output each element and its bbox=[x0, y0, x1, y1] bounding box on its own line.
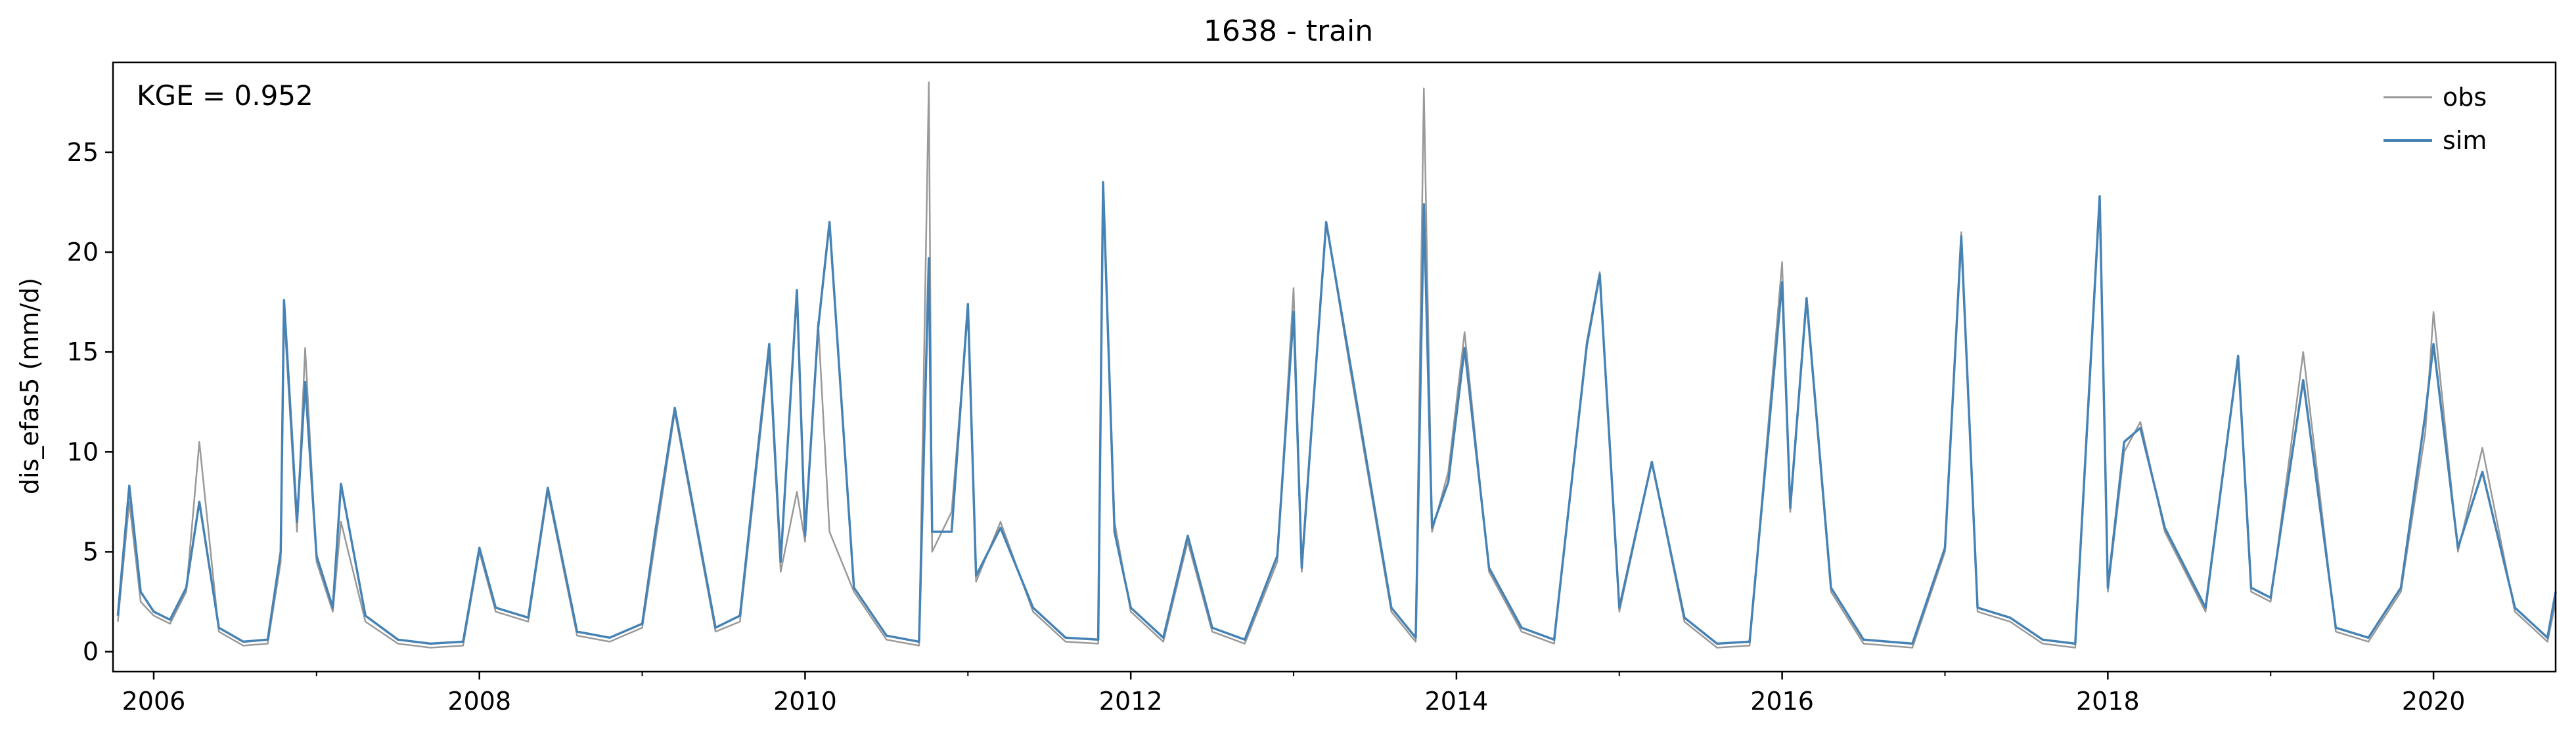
x-tick-label: 2014 bbox=[1425, 687, 1489, 716]
y-tick-label: 0 bbox=[83, 637, 99, 666]
y-axis-label: dis_efas5 (mm/d) bbox=[15, 278, 44, 494]
x-tick-label: 2006 bbox=[122, 687, 186, 716]
y-tick-label: 20 bbox=[67, 238, 99, 267]
plot-frame bbox=[112, 61, 2557, 673]
chart-title: 1638 - train bbox=[1204, 14, 1373, 48]
legend-label-obs: obs bbox=[2443, 83, 2487, 112]
x-axis: 2006 2008 2010 2012 2014 2016 2018 2020 bbox=[122, 672, 2466, 716]
x-tick-label: 2008 bbox=[447, 687, 511, 716]
series-line-sim bbox=[116, 181, 2557, 645]
y-tick-label: 5 bbox=[83, 537, 99, 566]
legend: obs sim bbox=[2384, 83, 2487, 155]
x-tick-label: 2016 bbox=[1750, 687, 1814, 716]
y-tick-label: 10 bbox=[67, 437, 99, 466]
series-group bbox=[116, 81, 2557, 649]
x-tick-label: 2012 bbox=[1099, 687, 1163, 716]
x-tick-label: 2020 bbox=[2402, 687, 2466, 716]
y-tick-label: 15 bbox=[67, 337, 99, 366]
legend-label-sim: sim bbox=[2443, 126, 2487, 155]
y-tick-label: 25 bbox=[67, 138, 99, 167]
y-axis: 0 5 10 15 20 25 bbox=[67, 138, 113, 666]
kge-annotation: KGE = 0.952 bbox=[137, 79, 313, 112]
x-tick-label: 2010 bbox=[773, 687, 837, 716]
x-tick-label: 2018 bbox=[2076, 687, 2140, 716]
